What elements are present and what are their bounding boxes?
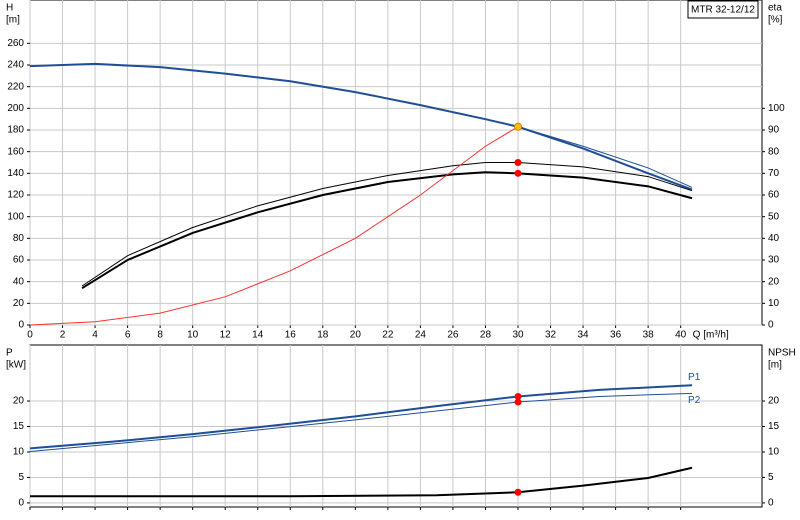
x-tick-label: 32 xyxy=(545,330,557,341)
y-tick-label: 160 xyxy=(7,146,24,157)
x-tick-label: 2 xyxy=(60,330,66,341)
operating-point xyxy=(514,122,522,131)
y-tick-label: 60 xyxy=(13,255,25,266)
series-line xyxy=(29,384,693,450)
x-tick-label: 12 xyxy=(220,330,232,341)
y-axis-label: H xyxy=(6,3,13,14)
y-tick-label: 100 xyxy=(7,211,24,222)
x-tick-label: 30 xyxy=(512,330,524,341)
y-tick-label: 180 xyxy=(7,125,24,136)
y2-tick-label: 10 xyxy=(768,298,780,309)
y-tick-label: 15 xyxy=(13,421,25,432)
y-tick-label: 220 xyxy=(7,81,24,92)
x-tick-label: 36 xyxy=(610,330,622,341)
y2-tick-label: 0 xyxy=(768,320,774,331)
x-tick-label: 34 xyxy=(578,330,590,341)
series-line xyxy=(81,162,693,287)
y2-tick-label: 20 xyxy=(768,396,780,407)
plot-area xyxy=(29,0,763,326)
operating-point xyxy=(514,169,522,177)
series-line xyxy=(29,62,693,191)
y-tick-label: 40 xyxy=(13,276,25,287)
plot-area xyxy=(29,344,763,508)
y2-tick-label: 70 xyxy=(768,168,780,179)
y-tick-label: 10 xyxy=(13,447,25,458)
chart-title: MTR 32-12/12 xyxy=(691,5,755,16)
y2-tick-label: 30 xyxy=(768,255,780,266)
series-label: P1 xyxy=(688,372,701,383)
y2-axis-unit: [m] xyxy=(768,360,782,371)
y2-tick-label: 10 xyxy=(768,447,780,458)
x-tick-label: 28 xyxy=(480,330,492,341)
y-tick-label: 260 xyxy=(7,38,24,49)
x-axis-label: Q [m³/h] xyxy=(693,330,729,341)
x-tick-label: 8 xyxy=(157,330,163,341)
title-box xyxy=(687,0,759,19)
x-tick-label: 18 xyxy=(317,330,329,341)
y2-tick-label: 50 xyxy=(768,211,780,222)
x-tick-label: 20 xyxy=(350,330,362,341)
series-line xyxy=(29,392,693,452)
y2-tick-label: 80 xyxy=(768,146,780,157)
operating-point xyxy=(514,398,522,406)
x-tick-label: 24 xyxy=(415,330,427,341)
y-tick-label: 80 xyxy=(13,233,25,244)
operating-point xyxy=(514,159,522,166)
series-line xyxy=(30,466,693,498)
y2-tick-label: 100 xyxy=(768,103,785,114)
operating-point xyxy=(514,392,522,400)
y2-tick-label: 90 xyxy=(768,125,780,136)
series-label: P2 xyxy=(688,395,701,406)
y2-axis-unit: [%] xyxy=(768,15,783,26)
x-tick-label: 38 xyxy=(643,330,655,341)
y2-axis-label: NPSH xyxy=(768,348,796,359)
y2-tick-label: 15 xyxy=(768,421,780,432)
x-tick-label: 6 xyxy=(125,330,131,341)
y-tick-label: 0 xyxy=(18,498,24,509)
y-tick-label: 240 xyxy=(7,60,24,71)
series-line xyxy=(517,126,693,188)
y-tick-label: 20 xyxy=(13,298,25,309)
x-tick-label: 40 xyxy=(675,330,687,341)
y-tick-label: 0 xyxy=(18,320,24,331)
operating-point xyxy=(514,488,522,496)
y2-axis-label: eta xyxy=(768,3,782,14)
y-axis-label: P xyxy=(6,348,13,359)
series-line xyxy=(29,126,519,326)
x-tick-label: 0 xyxy=(27,330,33,341)
y-tick-label: 200 xyxy=(7,103,24,114)
y2-tick-label: 5 xyxy=(768,472,774,483)
y-tick-label: 20 xyxy=(13,396,25,407)
x-tick-label: 22 xyxy=(382,330,394,341)
y-tick-label: 120 xyxy=(7,190,24,201)
y2-tick-label: 60 xyxy=(768,190,780,201)
y-tick-label: 140 xyxy=(7,168,24,179)
series-line xyxy=(81,171,693,290)
x-tick-label: 10 xyxy=(187,330,199,341)
x-tick-label: 4 xyxy=(92,330,98,341)
y2-tick-label: 0 xyxy=(768,498,774,509)
y-axis-unit: [kW] xyxy=(6,360,26,371)
x-tick-label: 26 xyxy=(447,330,459,341)
y-axis-unit: [m] xyxy=(6,15,20,26)
x-tick-label: 14 xyxy=(252,330,264,341)
y2-tick-label: 40 xyxy=(768,233,780,244)
y2-tick-label: 20 xyxy=(768,276,780,287)
x-tick-label: 16 xyxy=(285,330,297,341)
y-tick-label: 5 xyxy=(18,472,24,483)
